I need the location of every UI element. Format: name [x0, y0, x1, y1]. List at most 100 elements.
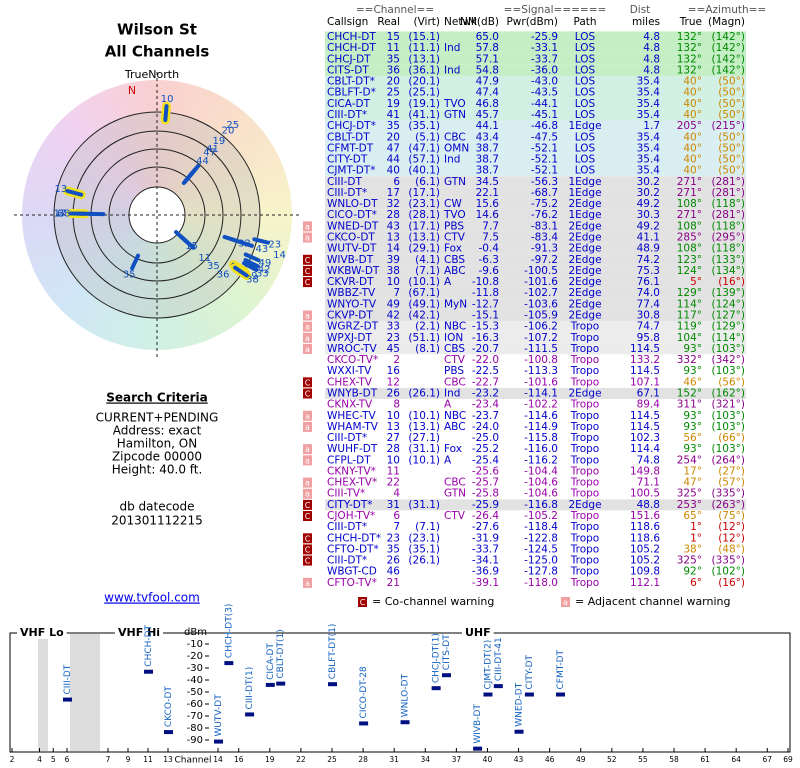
signal-label: WNLO-DT [401, 673, 411, 717]
table-cell: 19 [387, 98, 400, 110]
table-cell: (142°) [712, 53, 745, 65]
criteria-line: Hamilton, ON [117, 437, 197, 451]
table-cell: WHAM-TV [327, 421, 379, 433]
row-background [325, 64, 746, 76]
x-tick-label: 43 [514, 755, 524, 764]
table-cell: (342°) [712, 354, 745, 366]
table-cell: -127.8 [524, 566, 558, 578]
signal-label: CIII-DT [63, 664, 73, 694]
criteria-heading: Search Criteria [106, 391, 207, 405]
table-cell: WPXJ-DT [327, 332, 373, 344]
criteria-line: Height: 40.0 ft. [112, 463, 203, 477]
title: Wilson St [117, 21, 197, 39]
table-cell: (124°) [712, 298, 745, 310]
table-cell: CHEX-TV [327, 376, 373, 388]
row-background [325, 321, 746, 333]
x-tick-label: 37 [452, 755, 462, 764]
table-cell: 92° [683, 566, 702, 578]
warning-icon [303, 421, 312, 432]
table-cell: 114.4 [630, 443, 660, 455]
x-tick-label: 52 [607, 755, 617, 764]
table-cell: 65° [683, 510, 702, 522]
table-cell: (118°) [712, 198, 745, 210]
warning-letter: a [305, 312, 310, 321]
table-cell: -16.3 [472, 332, 499, 344]
row-background [325, 198, 746, 210]
table-cell: 22.1 [476, 187, 499, 199]
y-tick-label: -10 [187, 639, 203, 650]
table-cell: WBBZ-TV [327, 287, 376, 299]
band-gap [70, 634, 100, 751]
table-cell: 38.7 [476, 142, 499, 154]
table-cell: Tropo [570, 443, 599, 455]
signal-bar [556, 692, 565, 697]
row-background [325, 31, 746, 43]
table-cell: Tropo [570, 577, 599, 589]
signal-bar [442, 673, 451, 678]
table-cell: -114.1 [524, 387, 558, 399]
row-background [325, 543, 746, 555]
row-background [325, 131, 746, 143]
x-tick-label: 5 [51, 755, 56, 764]
column-header: Netwk [444, 16, 478, 28]
table-cell: -114.6 [524, 410, 558, 422]
warning-letter: a [305, 579, 310, 588]
table-cell: LOS [575, 98, 596, 110]
table-cell: -46.8 [531, 120, 558, 132]
table-cell: 132° [677, 31, 702, 43]
table-cell: (335°) [712, 555, 745, 567]
signal-bar [164, 730, 173, 735]
table-cell: CBC [444, 131, 466, 143]
table-cell: -104.6 [524, 488, 558, 500]
table-cell: -76.2 [531, 209, 558, 221]
table-cell: WIVB-DT [327, 254, 374, 266]
table-cell: 35.4 [637, 76, 661, 88]
y-tick-label: -50 [187, 687, 203, 698]
table-cell: -22.5 [472, 365, 499, 377]
row-background [325, 399, 746, 411]
ring [108, 166, 206, 264]
table-cell: -83.1 [531, 220, 558, 232]
table-cell: 311° [677, 399, 702, 411]
table-cell: (50°) [718, 142, 745, 154]
row-background [325, 42, 746, 54]
table-cell: (31.1) [408, 443, 440, 455]
table-cell: 38° [683, 543, 702, 555]
table-cell: (281°) [712, 209, 745, 221]
x-tick-label: 2 [10, 755, 15, 764]
table-cell: -27.6 [472, 521, 499, 533]
table-cell: 49.2 [637, 198, 660, 210]
table-cell: 114.5 [630, 365, 660, 377]
table-cell: (28.1) [408, 209, 440, 221]
table-cell: 102.3 [630, 432, 660, 444]
table-cell: (57.1) [408, 154, 440, 166]
warning-letter: a [305, 490, 310, 499]
table-cell: 39 [387, 254, 400, 266]
table-cell: 1° [690, 521, 702, 533]
table-cell: PBS [444, 365, 464, 377]
table-cell: LOS [575, 42, 596, 54]
table-cell: Tropo [570, 532, 599, 544]
table-cell: 133.2 [630, 354, 660, 366]
spoke-label: 17 [54, 208, 67, 219]
table-cell: (139°) [712, 287, 745, 299]
table-cell: Tropo [570, 399, 599, 411]
table-cell: 132° [677, 64, 702, 76]
x-tick-label: 7 [106, 755, 111, 764]
table-cell: -12.7 [472, 298, 499, 310]
site-link[interactable]: www.tvfool.com [104, 591, 200, 605]
table-cell: CFMT-DT [327, 142, 374, 154]
warning-letter: a [305, 423, 310, 432]
table-cell: (27°) [718, 465, 745, 477]
table-cell: 35 [387, 543, 400, 555]
table-cell: GTN [444, 109, 466, 121]
table-cell: -11.8 [472, 287, 499, 299]
signal-bar [514, 729, 524, 734]
table-cell: -15.3 [472, 321, 499, 333]
signal-label: WNED-DT [515, 682, 525, 726]
column-header: (Virt) [414, 16, 441, 28]
x-axis-label: Channel [175, 756, 212, 766]
table-cell: (35.1) [408, 543, 440, 555]
table-cell: 2Edge [568, 298, 601, 310]
row-background [325, 454, 746, 466]
